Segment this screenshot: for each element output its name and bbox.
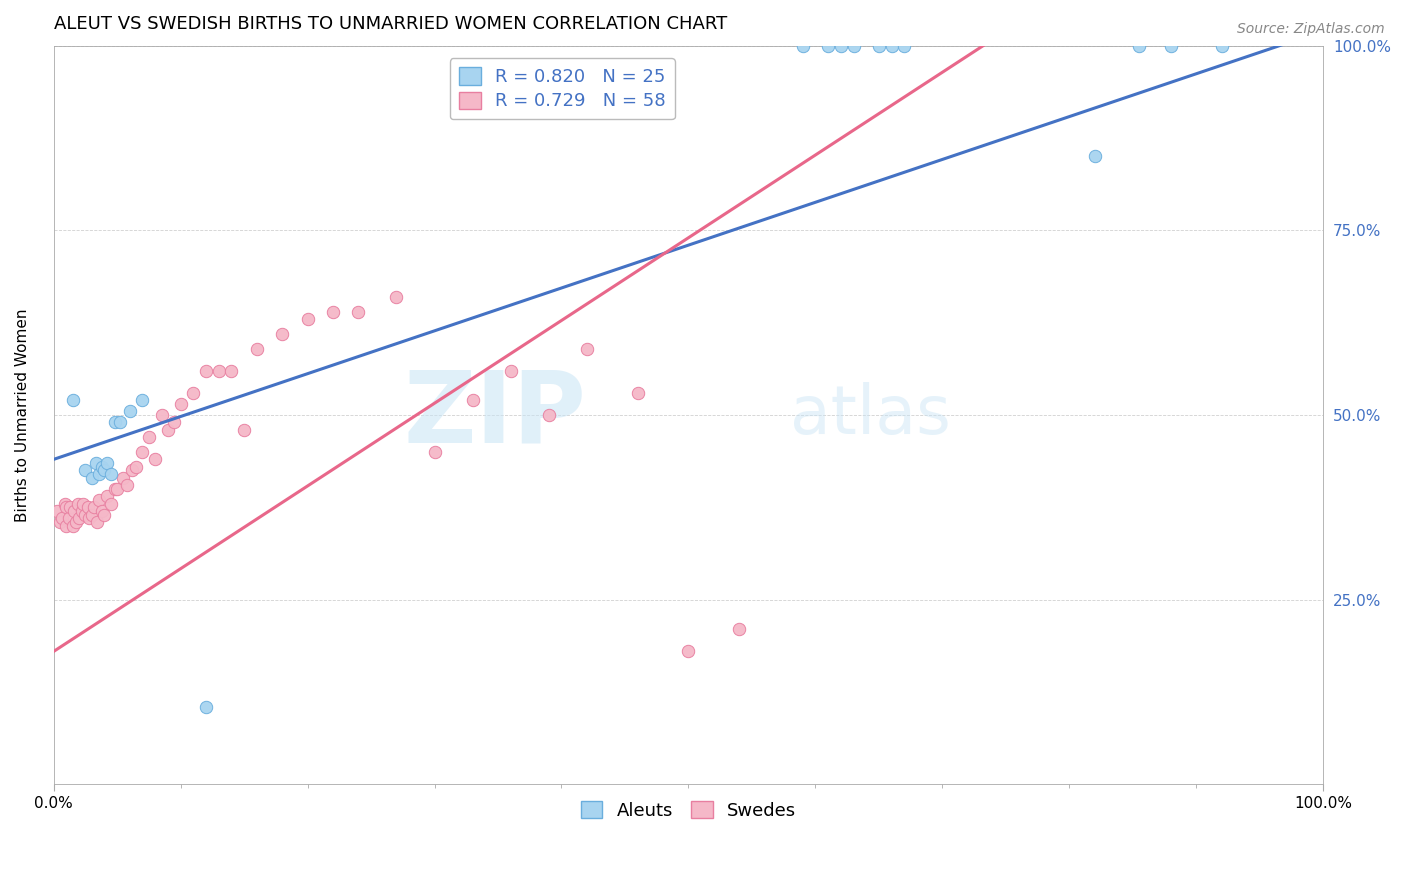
Text: Source: ZipAtlas.com: Source: ZipAtlas.com xyxy=(1237,22,1385,37)
Point xyxy=(55,500,77,515)
Point xyxy=(72,497,94,511)
Point xyxy=(868,38,890,53)
Point xyxy=(77,500,100,515)
Point xyxy=(75,508,97,522)
Text: atlas: atlas xyxy=(790,382,950,448)
Point xyxy=(100,497,122,511)
Point xyxy=(880,38,903,53)
Point xyxy=(67,511,90,525)
Point xyxy=(86,515,108,529)
Point xyxy=(627,385,650,400)
Point xyxy=(1084,149,1107,163)
Point xyxy=(208,364,231,378)
Point xyxy=(62,393,84,408)
Point xyxy=(105,482,128,496)
Point xyxy=(233,423,256,437)
Point xyxy=(143,452,166,467)
Point xyxy=(100,467,122,482)
Point xyxy=(75,463,97,477)
Point xyxy=(46,504,69,518)
Legend: Aleuts, Swedes: Aleuts, Swedes xyxy=(574,794,804,827)
Text: ALEUT VS SWEDISH BIRTHS TO UNMARRIED WOMEN CORRELATION CHART: ALEUT VS SWEDISH BIRTHS TO UNMARRIED WOM… xyxy=(53,15,727,33)
Point xyxy=(385,290,408,304)
Point xyxy=(678,644,700,658)
Point xyxy=(1128,38,1150,53)
Point xyxy=(66,497,89,511)
Point xyxy=(461,393,484,408)
Point xyxy=(499,364,522,378)
Point xyxy=(169,397,191,411)
Point xyxy=(118,404,141,418)
Point xyxy=(131,393,153,408)
Point xyxy=(96,489,118,503)
Point xyxy=(121,463,143,477)
Point xyxy=(181,385,204,400)
Point xyxy=(108,416,131,430)
Text: ZIP: ZIP xyxy=(404,367,586,464)
Point xyxy=(150,408,173,422)
Point xyxy=(89,467,111,482)
Point xyxy=(103,482,125,496)
Point xyxy=(575,342,598,356)
Point xyxy=(112,471,135,485)
Point xyxy=(792,38,814,53)
Point xyxy=(55,519,77,533)
Point xyxy=(246,342,269,356)
Point xyxy=(156,423,179,437)
Point xyxy=(817,38,839,53)
Point xyxy=(80,471,103,485)
Point xyxy=(96,456,118,470)
Point xyxy=(194,699,217,714)
Point xyxy=(63,504,86,518)
Point xyxy=(90,504,112,518)
Point xyxy=(93,463,115,477)
Point xyxy=(117,478,139,492)
Point xyxy=(51,511,73,525)
Point xyxy=(297,312,319,326)
Point xyxy=(1211,38,1233,53)
Point xyxy=(59,500,82,515)
Point xyxy=(83,500,105,515)
Point xyxy=(84,456,107,470)
Point xyxy=(77,511,100,525)
Point xyxy=(163,416,186,430)
Point xyxy=(62,519,84,533)
Point xyxy=(131,445,153,459)
Point xyxy=(893,38,915,53)
Point xyxy=(271,326,294,341)
Point xyxy=(93,508,115,522)
Point xyxy=(1160,38,1182,53)
Point xyxy=(221,364,243,378)
Point xyxy=(90,459,112,474)
Point xyxy=(347,304,370,318)
Point xyxy=(194,364,217,378)
Point xyxy=(423,445,446,459)
Point xyxy=(830,38,852,53)
Point xyxy=(728,622,751,636)
Point xyxy=(125,459,148,474)
Point xyxy=(842,38,865,53)
Point xyxy=(53,497,76,511)
Point xyxy=(80,508,103,522)
Point xyxy=(70,504,93,518)
Point xyxy=(138,430,160,444)
Point xyxy=(49,515,72,529)
Point xyxy=(537,408,560,422)
Y-axis label: Births to Unmarried Women: Births to Unmarried Women xyxy=(15,309,30,522)
Point xyxy=(103,416,125,430)
Point xyxy=(65,515,87,529)
Point xyxy=(58,511,80,525)
Point xyxy=(322,304,344,318)
Point xyxy=(89,493,111,508)
